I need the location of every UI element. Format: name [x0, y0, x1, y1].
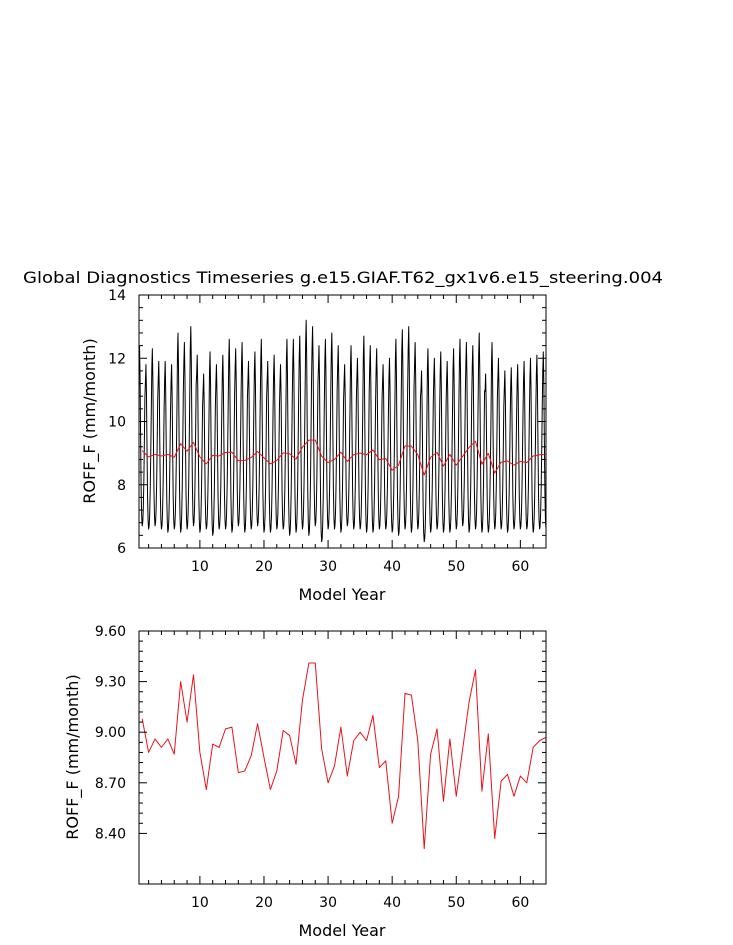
top-y-tick-label-10: 10 [108, 415, 126, 431]
top-y-tick-label-6: 6 [117, 541, 126, 557]
top-y-tick-label-14: 14 [108, 288, 126, 304]
top-plot-lines [138, 319, 547, 543]
top-x-tick-label-30: 30 [319, 559, 337, 575]
bottom-x-tick-label-50: 50 [447, 895, 465, 911]
bottom-x-tick-label-10: 10 [191, 895, 209, 911]
bottom-y-axis-label: ROFF_F (mm/month) [63, 674, 83, 839]
bottom-y-tick-label-8.70: 8.70 [95, 776, 126, 792]
bottom-x-tick-label-40: 40 [383, 895, 401, 911]
top-series-annual-line [141, 439, 547, 476]
bottom-series-annual-line [141, 662, 547, 850]
top-y-tick-label-8: 8 [117, 478, 126, 494]
bottom-x-tick-label-30: 30 [319, 895, 337, 911]
top-y-tick-label-12: 12 [108, 351, 126, 367]
top-x-tick-label-10: 10 [191, 559, 209, 575]
top-x-tick-label-60: 60 [511, 559, 529, 575]
bottom-y-tick-label-9.00: 9.00 [95, 725, 126, 741]
bottom-y-tick-label-9.60: 9.60 [95, 624, 126, 640]
bottom-plot-lines [141, 662, 547, 850]
bottom-plot-frame [138, 630, 547, 885]
top-x-axis-label: Model Year [299, 585, 386, 604]
bottom-axis-ticks [139, 630, 547, 884]
bottom-panel: 10 20 30 40 50 60 8.40 8.70 9.00 9.30 9.60 Model Y… [63, 624, 547, 940]
bottom-y-tick-label-8.40: 8.40 [95, 826, 126, 842]
figure-title: Global Diagnostics Timeseries g.e15.GIAF… [23, 268, 663, 288]
top-x-tick-label-50: 50 [447, 559, 465, 575]
bottom-tick-labels: 10 20 30 40 50 60 8.40 8.70 9.00 9.30 9.60 [95, 624, 529, 911]
top-x-tick-label-40: 40 [383, 559, 401, 575]
top-axis-ticks [139, 294, 547, 549]
bottom-x-tick-label-20: 20 [255, 895, 273, 911]
bottom-x-axis-label: Model Year [299, 921, 386, 940]
top-x-tick-label-20: 20 [255, 559, 273, 575]
top-series-monthly-line [138, 319, 547, 543]
top-y-axis-label: ROFF_F (mm/month) [80, 338, 100, 503]
top-panel: 10 20 30 40 50 60 6 8 10 12 14 Model Year ROFF_F (… [80, 288, 547, 604]
bottom-y-tick-label-9.30: 9.30 [95, 675, 126, 691]
bottom-x-tick-label-60: 60 [511, 895, 529, 911]
top-tick-labels: 10 20 30 40 50 60 6 8 10 12 14 [108, 288, 529, 575]
